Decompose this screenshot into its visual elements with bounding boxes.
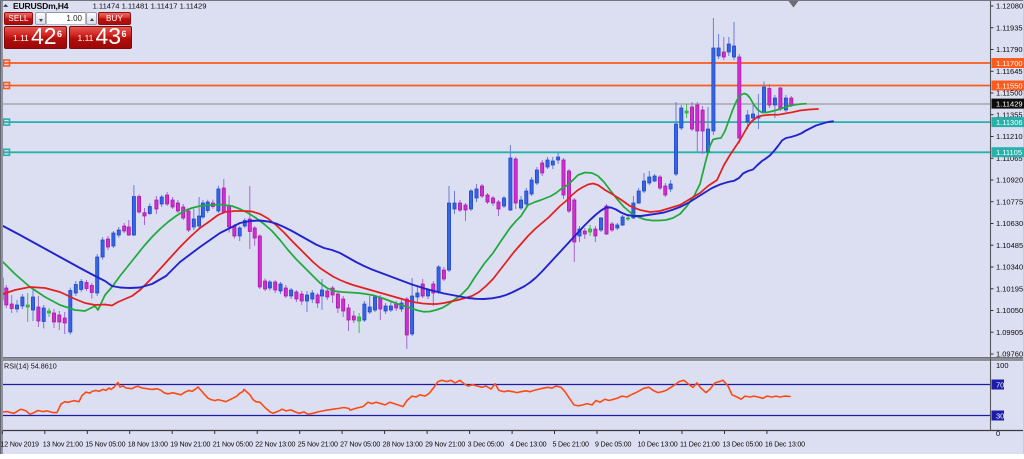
svg-text:3 Dec 05:00: 3 Dec 05:00 — [468, 441, 505, 449]
svg-text:1.11645: 1.11645 — [996, 67, 1023, 76]
svg-text:28 Nov 13:00: 28 Nov 13:00 — [383, 441, 423, 449]
svg-text:1.11474 1.11481 1.11417 1.1142: 1.11474 1.11481 1.11417 1.11429 — [93, 2, 207, 11]
svg-text:9 Dec 05:00: 9 Dec 05:00 — [595, 441, 632, 449]
svg-text:1.09905: 1.09905 — [996, 328, 1023, 337]
svg-text:1.11935: 1.11935 — [996, 23, 1023, 32]
svg-text:5 Dec 21:00: 5 Dec 21:00 — [553, 441, 590, 449]
svg-text:1.10775: 1.10775 — [996, 197, 1023, 206]
svg-text:1.11210: 1.11210 — [996, 132, 1023, 141]
svg-text:1.10920: 1.10920 — [996, 176, 1023, 185]
svg-text:1.10485: 1.10485 — [996, 241, 1023, 250]
svg-text:EURUSDm,H4: EURUSDm,H4 — [13, 1, 69, 11]
svg-text:11 Dec 21:00: 11 Dec 21:00 — [680, 441, 720, 449]
svg-text:1.11429: 1.11429 — [996, 99, 1023, 108]
svg-text:27 Nov 05:00: 27 Nov 05:00 — [340, 441, 380, 449]
svg-text:1.09760: 1.09760 — [996, 350, 1023, 359]
svg-text:16 Dec 13:00: 16 Dec 13:00 — [765, 441, 805, 449]
svg-text:1.11700: 1.11700 — [996, 59, 1023, 68]
svg-text:10 Dec 13:00: 10 Dec 13:00 — [638, 441, 678, 449]
svg-text:1.10050: 1.10050 — [996, 306, 1023, 315]
svg-text:1.11550: 1.11550 — [996, 81, 1023, 90]
svg-text:100: 100 — [996, 361, 1009, 370]
svg-text:12 Nov 2019: 12 Nov 2019 — [1, 441, 39, 449]
svg-text:70: 70 — [996, 381, 1004, 390]
svg-text:1.12080: 1.12080 — [996, 2, 1023, 11]
svg-text:21 Nov 05:00: 21 Nov 05:00 — [213, 441, 253, 449]
svg-text:25 Nov 21:00: 25 Nov 21:00 — [298, 441, 338, 449]
svg-text:0: 0 — [996, 429, 1000, 438]
svg-text:1.11105: 1.11105 — [996, 148, 1022, 157]
svg-text:13 Nov 21:00: 13 Nov 21:00 — [43, 441, 83, 449]
svg-text:13 Dec 05:00: 13 Dec 05:00 — [723, 441, 763, 449]
svg-text:4 Dec 13:00: 4 Dec 13:00 — [510, 441, 547, 449]
svg-text:RSI(14) 54.8610: RSI(14) 54.8610 — [4, 362, 57, 371]
svg-text:15 Nov 05:00: 15 Nov 05:00 — [85, 441, 125, 449]
svg-text:1.10630: 1.10630 — [996, 219, 1023, 228]
svg-text:29 Nov 21:00: 29 Nov 21:00 — [425, 441, 465, 449]
svg-text:30: 30 — [996, 412, 1004, 421]
svg-text:1.11306: 1.11306 — [996, 118, 1023, 127]
svg-text:1.10340: 1.10340 — [996, 263, 1023, 272]
svg-text:19 Nov 21:00: 19 Nov 21:00 — [170, 441, 210, 449]
svg-text:18 Nov 13:00: 18 Nov 13:00 — [128, 441, 168, 449]
svg-text:22 Nov 13:00: 22 Nov 13:00 — [255, 441, 295, 449]
svg-text:1.10195: 1.10195 — [996, 284, 1023, 293]
svg-text:1.11790: 1.11790 — [996, 45, 1023, 54]
